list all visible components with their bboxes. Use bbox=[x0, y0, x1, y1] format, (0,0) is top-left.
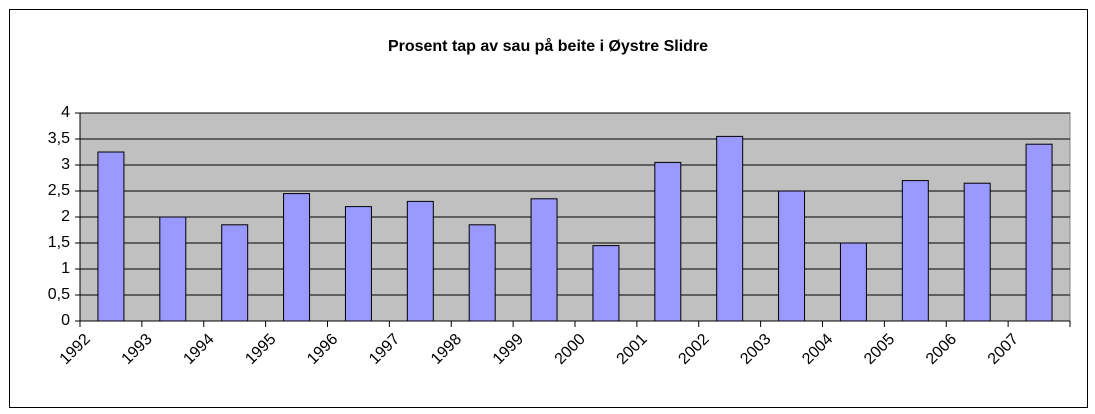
bar bbox=[654, 161, 682, 322]
bar bbox=[283, 193, 311, 322]
y-tick-label: 4 bbox=[61, 104, 70, 121]
bar bbox=[963, 182, 991, 322]
y-tick-label: 0,5 bbox=[48, 286, 70, 303]
bar bbox=[159, 216, 187, 322]
bar bbox=[901, 180, 929, 322]
y-tick-label: 0 bbox=[61, 312, 70, 329]
y-tick-label: 3,5 bbox=[48, 130, 70, 147]
bar bbox=[97, 151, 125, 322]
bar bbox=[221, 224, 249, 322]
bar bbox=[344, 206, 372, 322]
bar bbox=[716, 135, 744, 322]
bar bbox=[1025, 143, 1053, 322]
y-tick-label: 2 bbox=[61, 208, 70, 225]
y-tick-label: 1 bbox=[61, 260, 70, 277]
y-tick-label: 3 bbox=[61, 156, 70, 173]
bar bbox=[468, 224, 496, 322]
y-tick-label: 2,5 bbox=[48, 182, 70, 199]
bar bbox=[839, 242, 867, 322]
bar bbox=[530, 198, 558, 322]
bar bbox=[592, 245, 620, 322]
chart-title: Prosent tap av sau på beite i Øystre Sli… bbox=[388, 37, 708, 55]
bar bbox=[778, 190, 806, 322]
y-tick-label: 1,5 bbox=[48, 234, 70, 251]
bar bbox=[406, 200, 434, 322]
